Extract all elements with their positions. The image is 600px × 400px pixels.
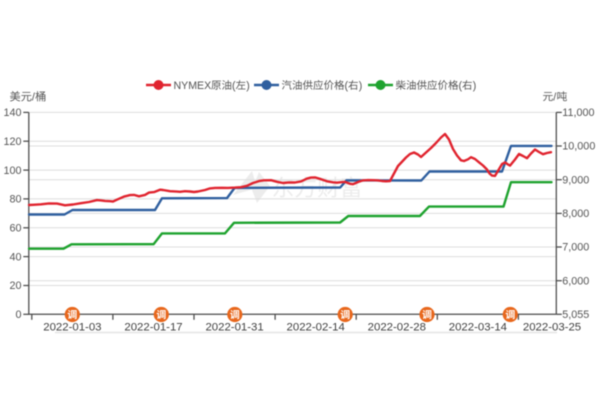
- svg-text:2022-03-14: 2022-03-14: [449, 322, 507, 334]
- svg-text:): ): [246, 80, 250, 92]
- svg-text:(: (: [459, 80, 463, 92]
- svg-text:2022-01-31: 2022-01-31: [205, 322, 263, 334]
- svg-text:2022-02-14: 2022-02-14: [287, 322, 345, 334]
- svg-text:6,000: 6,000: [562, 275, 589, 287]
- svg-text:2022-01-03: 2022-01-03: [43, 322, 101, 334]
- svg-text:100: 100: [3, 165, 21, 177]
- svg-text:7,000: 7,000: [562, 242, 589, 254]
- svg-text:/: /: [32, 92, 36, 104]
- svg-text:NYMEX: NYMEX: [174, 80, 212, 92]
- svg-text:2022-02-28: 2022-02-28: [368, 322, 426, 334]
- svg-text:20: 20: [9, 280, 21, 292]
- svg-text:9,000: 9,000: [562, 174, 589, 186]
- svg-text:80: 80: [9, 194, 21, 206]
- svg-text:10,000: 10,000: [562, 141, 595, 153]
- svg-text:2022-01-17: 2022-01-17: [124, 322, 182, 334]
- svg-text:(: (: [345, 80, 349, 92]
- svg-text:(: (: [232, 80, 236, 92]
- svg-text:120: 120: [3, 136, 21, 148]
- svg-text:11,000: 11,000: [562, 107, 594, 119]
- svg-text:60: 60: [9, 223, 21, 235]
- svg-text:8,000: 8,000: [562, 208, 589, 220]
- svg-text:140: 140: [3, 107, 21, 119]
- svg-text:): ): [359, 80, 363, 92]
- svg-text:5,055: 5,055: [562, 309, 589, 321]
- svg-text:40: 40: [9, 251, 21, 263]
- svg-text:0: 0: [15, 309, 21, 321]
- svg-text:2022-03-25: 2022-03-25: [523, 322, 581, 334]
- svg-text:): ): [473, 80, 477, 92]
- svg-text:/: /: [553, 91, 556, 103]
